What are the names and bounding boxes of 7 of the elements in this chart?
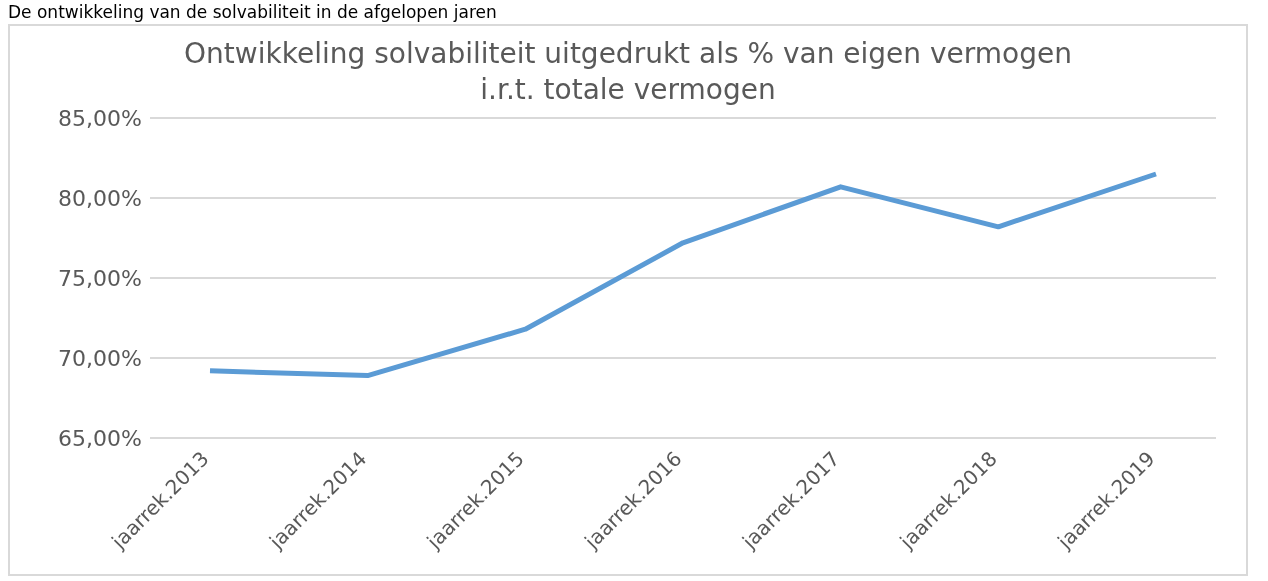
y-tick-label: 70,00% — [58, 345, 142, 371]
y-tick-label: 75,00% — [58, 265, 142, 291]
chart-title: Ontwikkeling solvabiliteit uitgedrukt als % van eigen vermogen i.r.t. totale vermogen — [183, 36, 1073, 108]
y-tick-label: 80,00% — [58, 185, 142, 211]
y-tick-label: 65,00% — [58, 425, 142, 451]
y-tick-label: 85,00% — [58, 105, 142, 131]
text: De ontwikkeling van de solvabiliteit in de afgelopen jaren — [8, 2, 498, 22]
